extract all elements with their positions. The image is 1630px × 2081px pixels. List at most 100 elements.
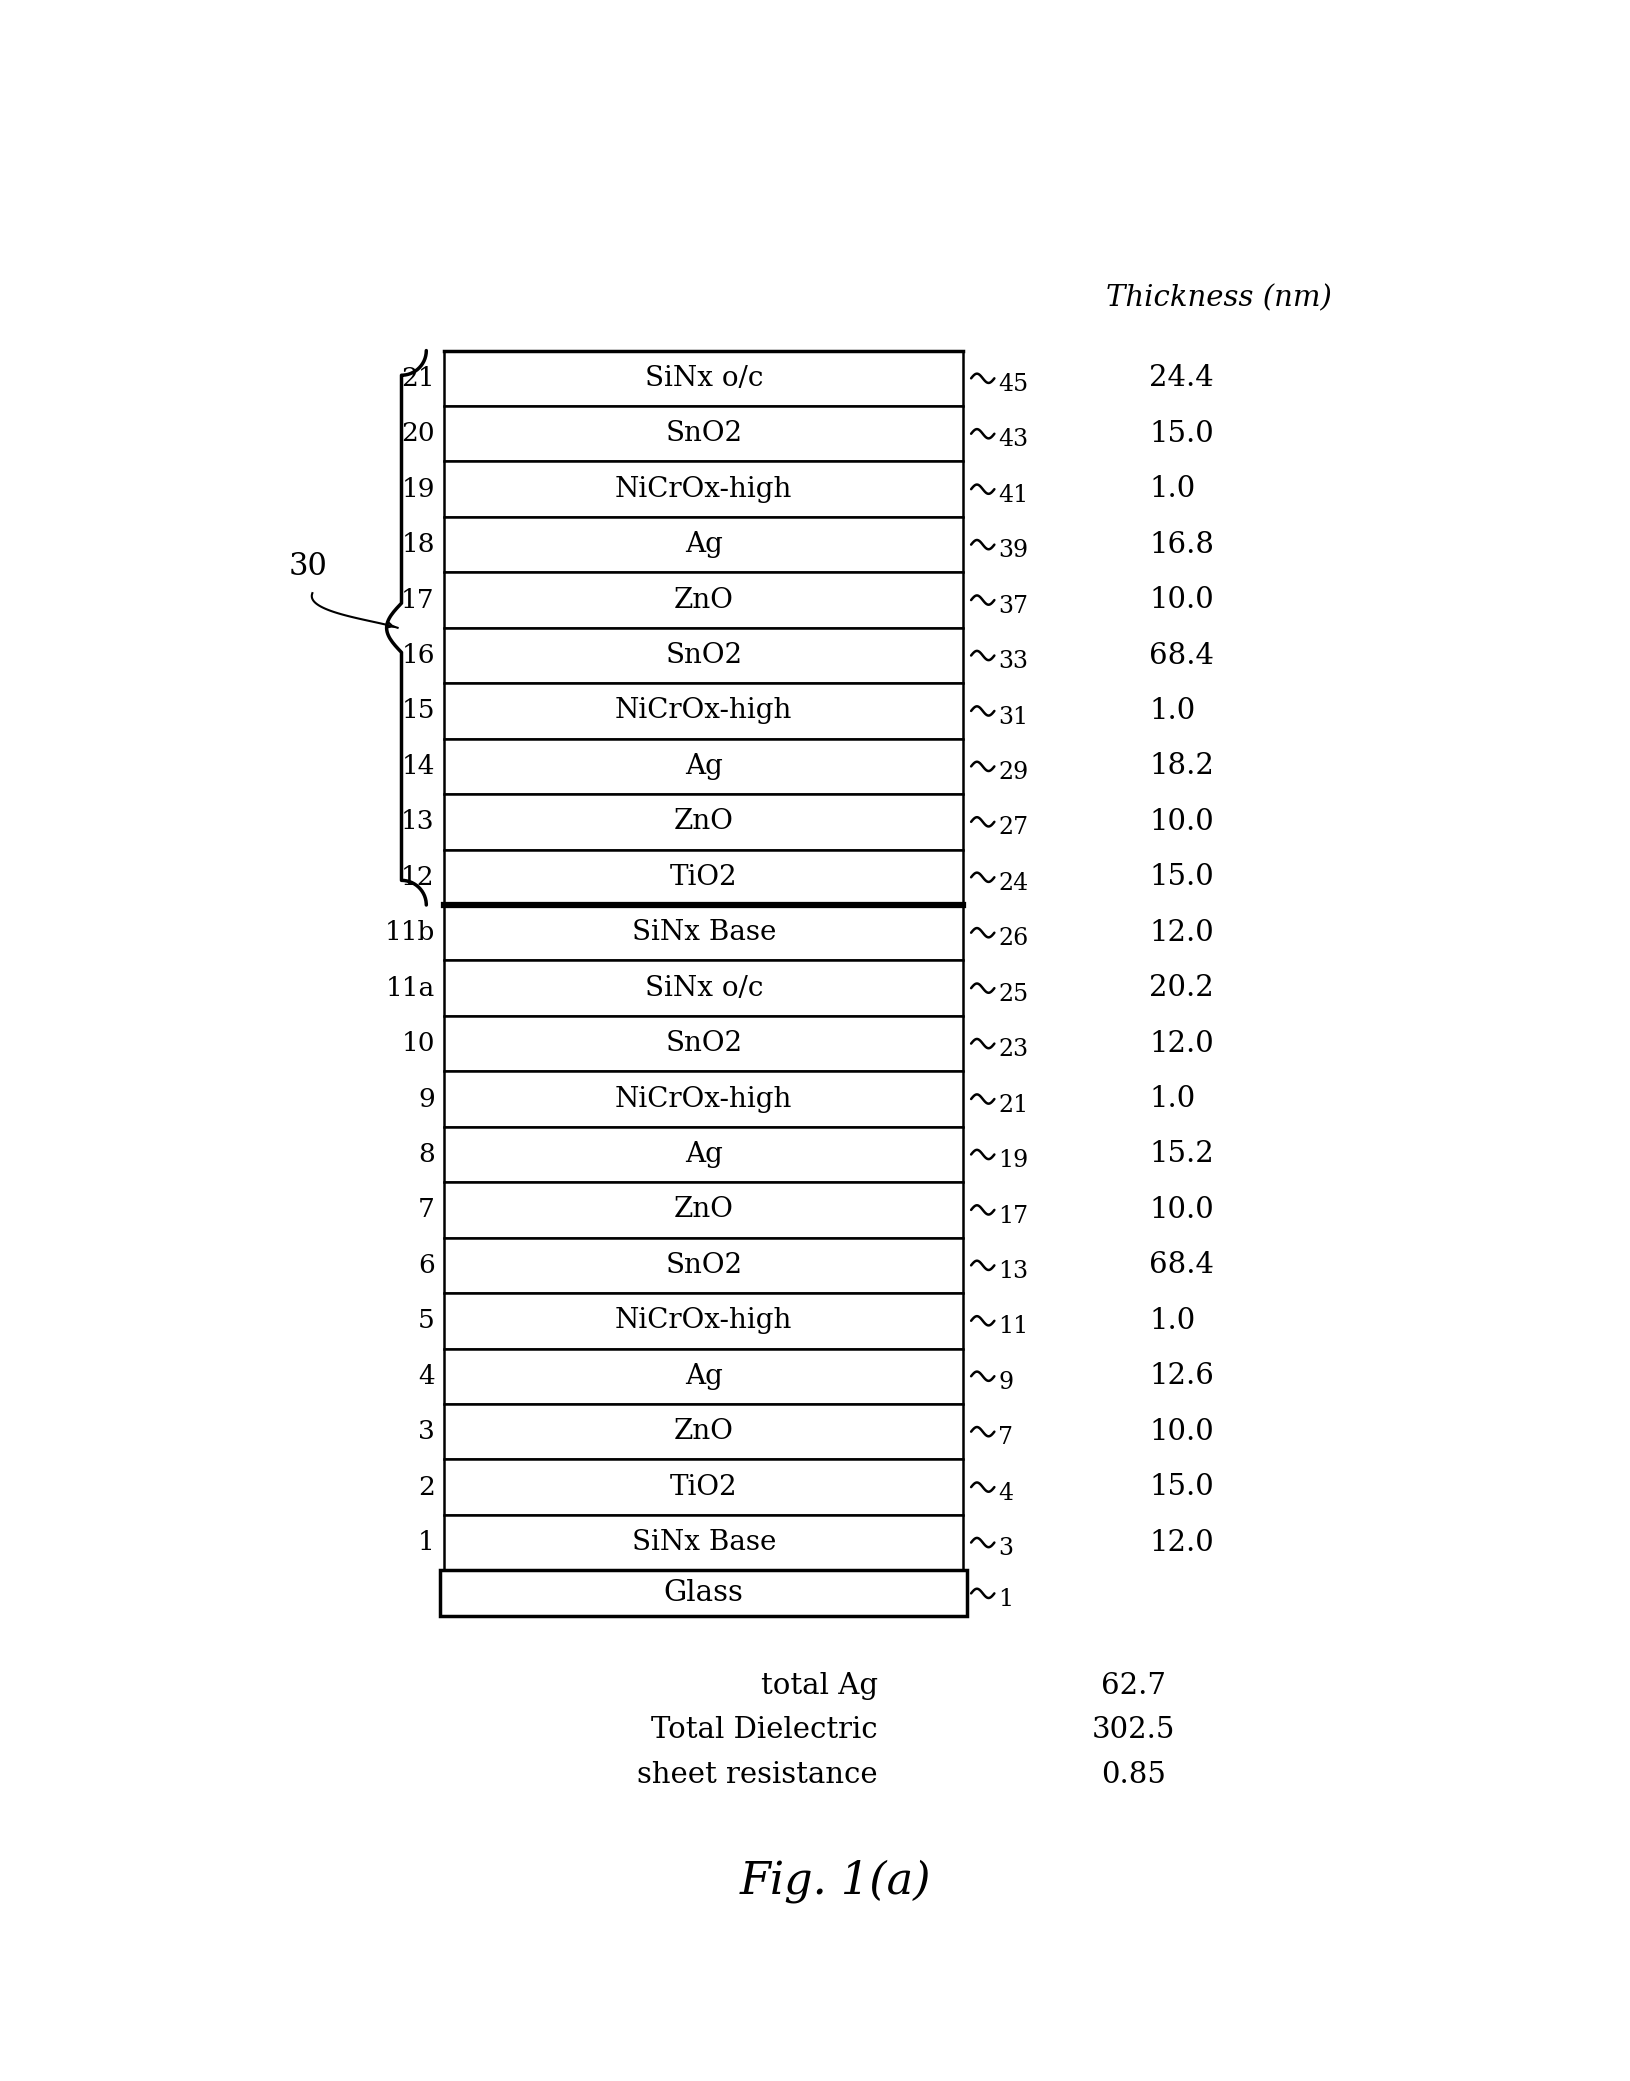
Bar (443, 1072, 963, 1126)
Text: SiNx o/c: SiNx o/c (644, 364, 763, 391)
Text: 12.6: 12.6 (1149, 1363, 1213, 1390)
Text: 13: 13 (401, 810, 435, 834)
Text: 16: 16 (401, 643, 435, 668)
Text: ZnO: ZnO (673, 1197, 734, 1224)
Bar (443, 683, 963, 739)
Text: 19: 19 (998, 1149, 1029, 1172)
Bar (443, 1182, 963, 1238)
Text: ZnO: ZnO (673, 587, 734, 614)
Text: 7: 7 (417, 1197, 435, 1222)
Text: 7: 7 (998, 1425, 1012, 1448)
Text: 15.0: 15.0 (1149, 420, 1213, 447)
Bar (443, 1348, 963, 1405)
Text: Ag: Ag (685, 1140, 722, 1167)
Text: 21: 21 (998, 1095, 1029, 1117)
Text: SnO2: SnO2 (665, 420, 742, 447)
Bar (443, 849, 963, 905)
Text: 20.2: 20.2 (1149, 974, 1213, 1003)
Text: 10.0: 10.0 (1149, 807, 1213, 837)
Bar (443, 1016, 963, 1072)
Bar (443, 1292, 963, 1348)
Text: 12.0: 12.0 (1149, 1030, 1213, 1057)
Text: Ag: Ag (685, 753, 722, 780)
Text: NiCrOx-high: NiCrOx-high (615, 1307, 792, 1334)
Bar (443, 905, 963, 961)
Text: 10.0: 10.0 (1149, 1417, 1213, 1446)
Text: 18.2: 18.2 (1149, 753, 1213, 780)
Text: SiNx o/c: SiNx o/c (644, 974, 763, 1001)
Text: 39: 39 (998, 539, 1029, 562)
Text: 302.5: 302.5 (1092, 1717, 1175, 1744)
Text: TiO2: TiO2 (670, 1473, 737, 1500)
Text: 1.0: 1.0 (1149, 697, 1195, 724)
Text: 15.0: 15.0 (1149, 864, 1213, 891)
Text: 4: 4 (417, 1363, 435, 1388)
Text: SiNx Base: SiNx Base (631, 920, 776, 947)
Text: 41: 41 (998, 485, 1029, 508)
Text: 4: 4 (998, 1482, 1012, 1505)
Bar (443, 795, 963, 849)
Text: 8: 8 (417, 1142, 435, 1167)
Text: NiCrOx-high: NiCrOx-high (615, 697, 792, 724)
Text: Ag: Ag (685, 531, 722, 558)
Text: 1.0: 1.0 (1149, 1307, 1195, 1334)
Text: 30: 30 (289, 551, 328, 583)
Text: 11b: 11b (385, 920, 435, 945)
Bar (443, 350, 963, 406)
Text: Glass: Glass (663, 1579, 743, 1607)
Text: 18: 18 (401, 533, 435, 558)
Text: 15.2: 15.2 (1149, 1140, 1213, 1167)
Text: 1.0: 1.0 (1149, 474, 1195, 504)
Text: 17: 17 (998, 1205, 1029, 1228)
Text: 43: 43 (998, 429, 1029, 452)
Text: Thickness (nm): Thickness (nm) (1105, 285, 1332, 312)
Bar (443, 572, 963, 628)
Text: ZnO: ZnO (673, 1417, 734, 1444)
Bar (443, 462, 963, 516)
Bar (443, 1405, 963, 1459)
Bar (443, 1238, 963, 1292)
Text: 11a: 11a (385, 976, 435, 1001)
Text: 2: 2 (417, 1475, 435, 1500)
Text: 26: 26 (998, 928, 1029, 951)
Text: sheet resistance: sheet resistance (637, 1761, 877, 1790)
Text: 29: 29 (998, 762, 1029, 785)
Text: 62.7: 62.7 (1100, 1671, 1165, 1700)
Text: 68.4: 68.4 (1149, 641, 1214, 670)
Bar (443, 1515, 963, 1571)
Text: 3: 3 (417, 1419, 435, 1444)
Text: 16.8: 16.8 (1149, 531, 1214, 558)
Bar (443, 1126, 963, 1182)
Text: 24: 24 (998, 872, 1029, 895)
Text: Ag: Ag (685, 1363, 722, 1390)
Bar (443, 1459, 963, 1515)
Text: 10.0: 10.0 (1149, 1197, 1213, 1224)
Bar (443, 961, 963, 1016)
Text: 1.0: 1.0 (1149, 1084, 1195, 1113)
Text: Fig. 1(a): Fig. 1(a) (740, 1860, 931, 1904)
Text: 25: 25 (998, 982, 1029, 1005)
Text: 15.0: 15.0 (1149, 1473, 1213, 1500)
Text: 37: 37 (998, 595, 1027, 618)
Text: 11: 11 (998, 1315, 1029, 1338)
Text: 23: 23 (998, 1038, 1029, 1061)
Text: 9: 9 (998, 1371, 1012, 1394)
Text: 12.0: 12.0 (1149, 1530, 1213, 1557)
Bar (443, 739, 963, 795)
Text: 17: 17 (401, 587, 435, 612)
Text: 31: 31 (998, 705, 1029, 728)
Text: 1: 1 (998, 1588, 1012, 1611)
Text: 45: 45 (998, 372, 1029, 395)
Text: 19: 19 (401, 477, 435, 502)
Text: 3: 3 (998, 1538, 1012, 1561)
Text: 27: 27 (998, 816, 1029, 839)
Text: 13: 13 (998, 1259, 1029, 1284)
Text: 12.0: 12.0 (1149, 918, 1213, 947)
Bar (440, 1571, 967, 1617)
Text: SnO2: SnO2 (665, 643, 742, 668)
Bar (443, 628, 963, 683)
Text: 5: 5 (417, 1309, 435, 1334)
Text: 6: 6 (417, 1253, 435, 1278)
Bar (443, 406, 963, 462)
Text: 21: 21 (401, 366, 435, 391)
